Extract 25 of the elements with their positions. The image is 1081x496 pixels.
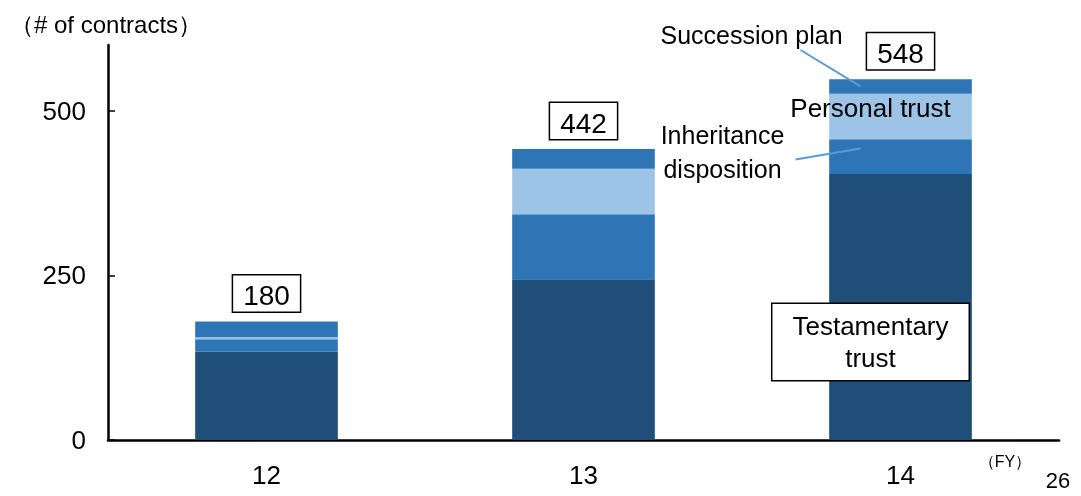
total-label: 442 (560, 107, 607, 139)
series-label: Inheritance disposition (660, 120, 785, 183)
total-label: 548 (877, 37, 924, 69)
y-tick-label: 250 (42, 260, 86, 291)
y-tick-label: 500 (42, 95, 86, 126)
series-label: Succession plan (660, 21, 843, 49)
y-tick-label: 0 (71, 425, 86, 455)
x-tick-label: 12 (252, 460, 281, 490)
x-axis-title: （FY） (978, 452, 1032, 470)
bar (512, 214, 655, 280)
series-label: Testamentary trust (792, 311, 949, 374)
series-label: Personal trust (790, 93, 952, 124)
bar (512, 149, 655, 169)
bar (195, 339, 338, 352)
bar (512, 168, 655, 215)
total-label: 180 (243, 280, 290, 311)
bar (195, 351, 338, 440)
bar (829, 139, 972, 175)
bar (195, 321, 338, 338)
text: 26 (1045, 467, 1071, 493)
bar (829, 79, 972, 94)
x-tick-label: 13 (569, 460, 598, 490)
bar (512, 279, 655, 440)
x-tick-label: 14 (886, 460, 915, 490)
y-axis-title: （# of contracts） (10, 10, 203, 38)
